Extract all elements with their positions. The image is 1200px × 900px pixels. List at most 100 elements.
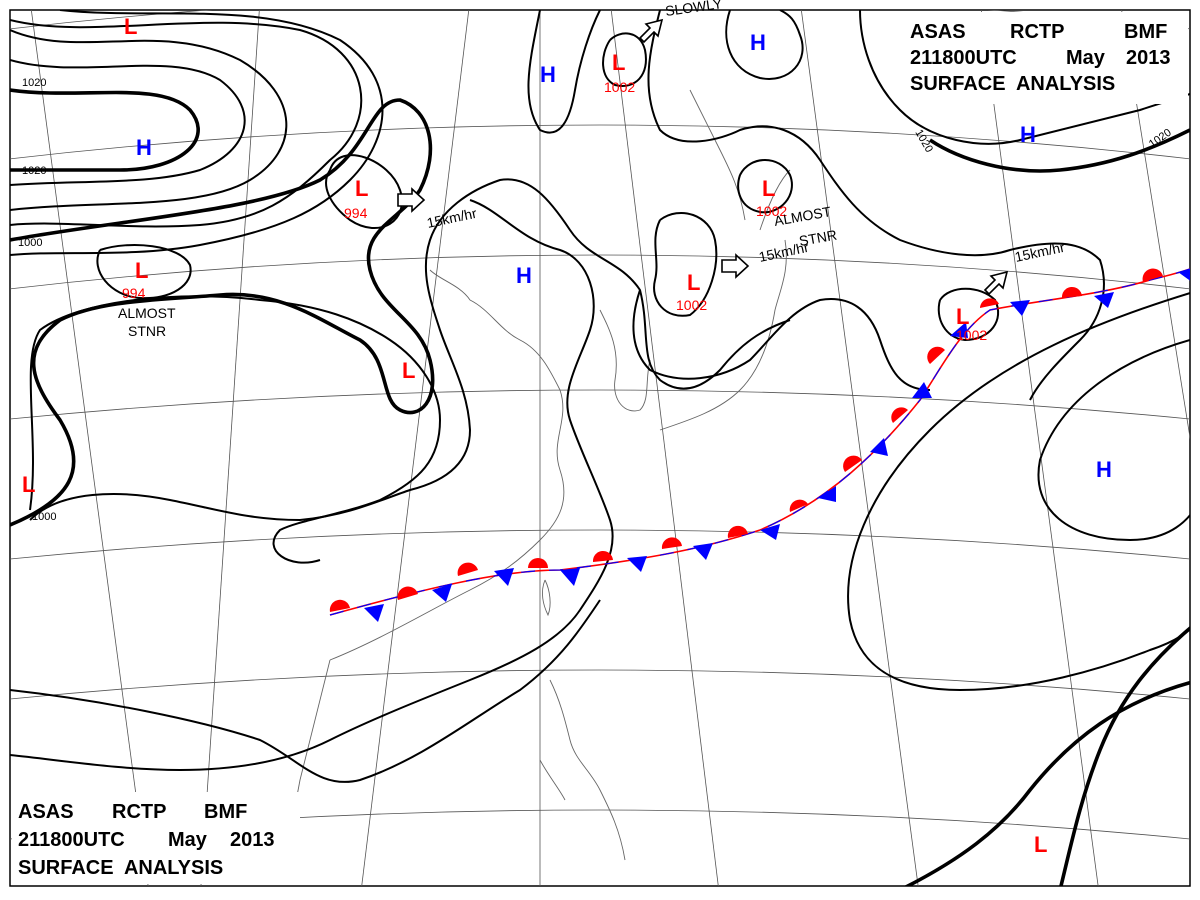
- isobar: [859, 10, 1190, 145]
- header-year: 2013: [1126, 47, 1171, 69]
- longitude-line: [980, 10, 1099, 886]
- isobar-1020: [929, 128, 1190, 173]
- high-center: H: [1096, 457, 1112, 482]
- coastline-korea: [599, 309, 651, 412]
- stationary-note: ALMOST: [118, 305, 176, 321]
- isobar: [737, 159, 793, 214]
- isobar: [10, 19, 363, 228]
- high-center: H: [750, 30, 766, 55]
- low-center: L: [612, 50, 625, 75]
- low-center: L: [956, 304, 969, 329]
- isobar-label: 1000: [18, 237, 42, 249]
- chart-header-top: ASAS RCTP BMF 211800UTC May 2013 SURFACE…: [900, 12, 1188, 104]
- low-pressure-centers: L L 994 L 994 L L 1002 L 1002 L 1002 L 1…: [22, 14, 1047, 857]
- header-time: 211800UTC: [910, 47, 1017, 69]
- low-pressure-value: 1002: [956, 327, 987, 343]
- stationary-front: [329, 268, 1190, 622]
- map-frame: [9, 9, 1191, 887]
- warm-front-marker: [843, 455, 862, 472]
- low-pressure-value: 994: [344, 205, 368, 221]
- isobar-label: 1020: [22, 165, 46, 177]
- high-center: H: [516, 263, 532, 288]
- latitude-line: [10, 389, 1190, 420]
- latitude-line: [10, 529, 1190, 560]
- warm-front-marker: [789, 499, 808, 512]
- longitude-line: [30, 10, 149, 886]
- isobar: [1037, 339, 1190, 542]
- cold-front-marker: [560, 568, 580, 586]
- low-center: L: [355, 176, 368, 201]
- high-center: H: [136, 135, 152, 160]
- isobar: [937, 287, 1000, 342]
- cold-front-marker: [870, 438, 888, 456]
- motion-arrow: [638, 18, 664, 44]
- motion-arrow: [397, 187, 426, 213]
- cold-front-marker: [760, 524, 780, 540]
- header-title: SURFACE ANALYSIS: [910, 73, 1115, 95]
- isobar-label: 1000: [32, 511, 56, 523]
- cold-front-marker: [1178, 268, 1190, 281]
- cold-front-marker: [364, 604, 384, 622]
- low-center: L: [762, 176, 775, 201]
- coastline-japan: [659, 169, 791, 431]
- warm-front-marker: [980, 298, 999, 308]
- longitude-line: [800, 10, 919, 886]
- warm-front-marker: [891, 407, 908, 423]
- isobar: [10, 599, 601, 783]
- isobar: [10, 10, 384, 256]
- latitude-line: [10, 254, 1190, 290]
- warm-front-marker: [661, 537, 682, 549]
- isobar: [10, 199, 614, 772]
- longitude-line: [610, 10, 719, 886]
- header-title: SURFACE ANALYSIS: [18, 857, 223, 879]
- high-pressure-centers: H H H H H H: [136, 30, 1112, 482]
- warm-front-marker: [329, 599, 350, 612]
- warm-front-marker: [727, 525, 748, 538]
- isobars: [10, 10, 1190, 886]
- isobar: [1059, 625, 1190, 886]
- warm-front-marker: [397, 586, 418, 600]
- high-center: H: [1020, 122, 1036, 147]
- cold-front-marker: [1094, 292, 1114, 308]
- motion-arrow: [983, 270, 1009, 296]
- isobar-label: 1020: [22, 77, 46, 89]
- header-issuer: BMF: [204, 801, 247, 823]
- isobar: [10, 59, 246, 186]
- low-pressure-value: 1002: [676, 297, 707, 313]
- cold-front-marker: [912, 382, 932, 398]
- isobar: [527, 10, 601, 134]
- header-year: 2013: [230, 829, 275, 851]
- low-pressure-value: 1002: [604, 79, 635, 95]
- cold-front-marker: [627, 556, 647, 572]
- isobar: [725, 10, 804, 80]
- latitude-line: [10, 124, 1190, 160]
- isobar-1000: [10, 98, 435, 527]
- low-center: L: [687, 270, 700, 295]
- cold-front-marker: [432, 584, 452, 602]
- coastline-taiwan: [541, 579, 551, 617]
- isobar: [10, 29, 288, 211]
- cold-front-marker: [1010, 300, 1030, 316]
- isobar: [632, 289, 931, 391]
- cold-front-marker: [950, 322, 968, 338]
- header-time: 211800UTC: [18, 829, 125, 851]
- warm-front-marker: [457, 562, 478, 576]
- low-pressure-value: 994: [122, 285, 146, 301]
- isobar: [96, 244, 192, 300]
- low-center: L: [124, 14, 137, 39]
- front-line: [329, 268, 1190, 616]
- header-issuer: BMF: [1124, 21, 1167, 43]
- low-center: L: [22, 472, 35, 497]
- coastline-asia: [329, 269, 565, 661]
- isobar: [29, 295, 442, 564]
- warm-front-marker: [927, 346, 945, 364]
- stationary-note: STNR: [798, 227, 838, 249]
- isobar-1020: [10, 88, 200, 172]
- isobar: [653, 211, 718, 317]
- warm-front-marker: [528, 558, 548, 568]
- isobar: [903, 680, 1190, 886]
- warm-front-marker: [592, 550, 613, 562]
- longitude-line: [200, 10, 260, 886]
- low-pressure-value: 1002: [756, 203, 787, 219]
- low-center: L: [135, 258, 148, 283]
